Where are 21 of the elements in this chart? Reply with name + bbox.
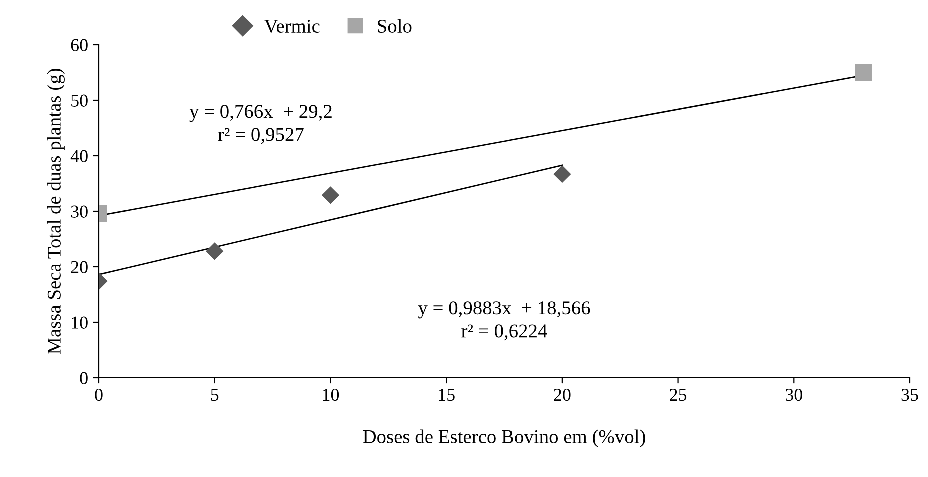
x-tick-label: 5: [211, 389, 219, 402]
y-tick-label: 0: [80, 372, 88, 384]
legend-label: Vermic: [264, 20, 320, 34]
x-tick-label: 0: [95, 388, 103, 402]
annotation: y = 0,766x + 29,2 r² = 0,9527: [190, 105, 332, 144]
y-tick-label: 30: [71, 206, 88, 218]
annotation: y = 0,9883x + 18,566 r² = 0,6224: [418, 302, 590, 341]
x-tick-label: 30: [786, 388, 802, 402]
legend-label: Solo: [378, 19, 412, 34]
y-axis-title: Massa Seca Total de duas plantas (g): [47, 69, 65, 354]
x-tick-label: 10: [323, 388, 340, 402]
y-tick-label: 20: [71, 261, 88, 274]
x-tick-label: 15: [439, 389, 455, 402]
y-tick-label: 60: [71, 39, 88, 52]
y-tick-label: 10: [72, 316, 88, 329]
y-tick-label: 50: [72, 94, 88, 107]
y-tick-label: 40: [70, 150, 88, 162]
x-tick-label: 35: [902, 388, 918, 402]
x-axis-title: Doses de Esterco Bovino em (%vol): [363, 430, 646, 448]
x-tick-label: 25: [670, 388, 687, 402]
x-tick-label: 20: [554, 388, 571, 402]
